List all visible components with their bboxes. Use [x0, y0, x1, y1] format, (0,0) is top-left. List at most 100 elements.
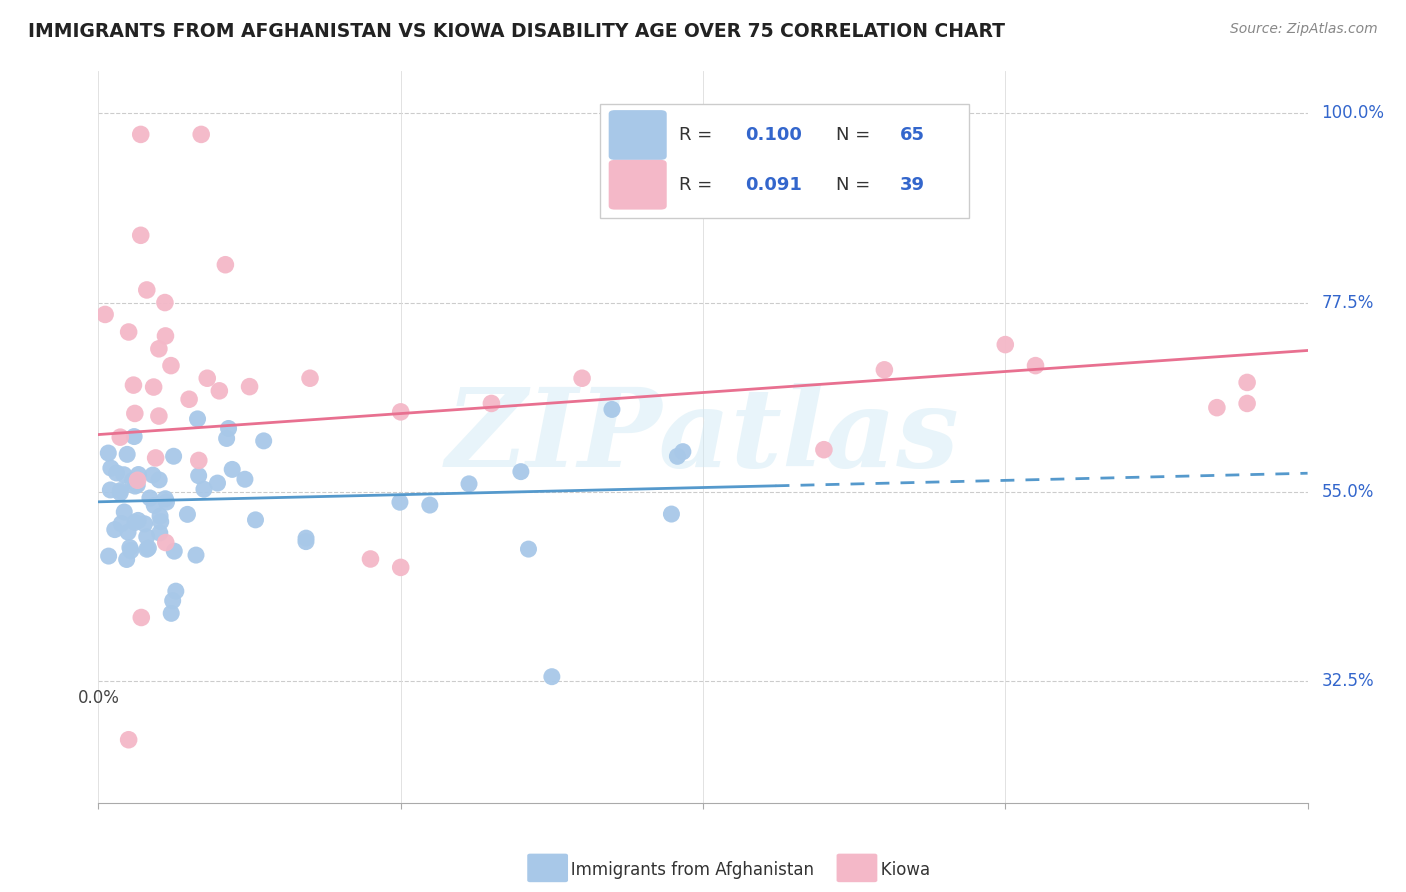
Text: N =: N = — [837, 176, 876, 194]
Point — [94, 308, 117, 322]
Point — [118, 732, 141, 747]
Point — [139, 491, 162, 505]
Text: IMMIGRANTS FROM AFGHANISTAN VS KIOWA DISABILITY AGE OVER 75 CORRELATION CHART: IMMIGRANTS FROM AFGHANISTAN VS KIOWA DIS… — [28, 22, 1005, 41]
Text: 0.0%: 0.0% — [77, 690, 120, 707]
Point — [129, 610, 152, 624]
Point — [143, 499, 166, 513]
Point — [148, 409, 170, 423]
Point — [149, 509, 172, 524]
Point — [97, 549, 120, 563]
Point — [187, 453, 209, 467]
Point — [135, 530, 157, 544]
Point — [122, 429, 145, 443]
Point — [1236, 376, 1258, 390]
Point — [509, 465, 531, 479]
Point — [148, 342, 170, 356]
Text: ZIPatlas: ZIPatlas — [446, 384, 960, 491]
Point — [186, 412, 208, 426]
Point — [155, 495, 177, 509]
Point — [221, 462, 243, 476]
Point — [1236, 396, 1258, 410]
Text: 0.100: 0.100 — [745, 126, 803, 144]
Point — [360, 552, 382, 566]
Point — [112, 505, 135, 519]
Point — [571, 371, 593, 385]
Point — [122, 378, 145, 392]
Text: 32.5%: 32.5% — [1322, 672, 1374, 690]
Point — [458, 476, 481, 491]
Point — [190, 128, 212, 142]
Text: R =: R = — [679, 176, 718, 194]
Point — [105, 466, 128, 480]
Point — [138, 541, 160, 555]
Point — [148, 473, 170, 487]
Point — [388, 495, 411, 509]
Point — [112, 467, 135, 482]
Point — [207, 476, 229, 491]
Point — [208, 384, 231, 398]
FancyBboxPatch shape — [600, 104, 969, 218]
Point — [160, 607, 183, 621]
Point — [124, 407, 146, 421]
Point — [295, 531, 318, 545]
Point — [245, 513, 267, 527]
Point — [100, 461, 122, 475]
Point — [120, 543, 142, 558]
Point — [155, 535, 177, 549]
Point — [118, 541, 141, 555]
Point — [162, 593, 184, 607]
Point — [666, 450, 689, 464]
Text: 100.0%: 100.0% — [1322, 104, 1385, 122]
Text: 55.0%: 55.0% — [1322, 483, 1374, 500]
Point — [295, 534, 318, 549]
Point — [124, 516, 146, 530]
Point — [661, 507, 683, 521]
Point — [193, 482, 215, 496]
Point — [176, 508, 198, 522]
Text: 0.091: 0.091 — [745, 176, 803, 194]
Point — [239, 379, 262, 393]
Point — [540, 670, 562, 684]
Point — [121, 474, 143, 488]
Point — [129, 128, 152, 142]
Point — [233, 472, 256, 486]
Point — [165, 584, 187, 599]
Point — [127, 467, 149, 482]
Point — [672, 444, 695, 458]
Point — [145, 450, 167, 465]
Point — [110, 516, 132, 531]
Point — [134, 516, 156, 531]
Point — [110, 430, 132, 444]
Point — [127, 513, 149, 527]
Point — [155, 491, 177, 506]
Point — [97, 446, 120, 460]
Text: Kiowa: Kiowa — [844, 861, 929, 879]
Point — [419, 498, 441, 512]
Text: R =: R = — [679, 126, 718, 144]
Point — [149, 515, 172, 529]
Point — [215, 432, 238, 446]
Text: Immigrants from Afghanistan: Immigrants from Afghanistan — [534, 861, 814, 879]
Text: N =: N = — [837, 126, 876, 144]
Point — [117, 525, 139, 540]
Point — [253, 434, 276, 448]
Text: 65: 65 — [900, 126, 925, 144]
Point — [100, 483, 122, 497]
Text: Source: ZipAtlas.com: Source: ZipAtlas.com — [1230, 22, 1378, 37]
Point — [162, 449, 184, 463]
Point — [160, 359, 183, 373]
Point — [873, 363, 896, 377]
Point — [299, 371, 322, 385]
Point — [517, 542, 540, 557]
Point — [127, 473, 149, 487]
Point — [124, 479, 146, 493]
Point — [129, 228, 152, 243]
Point — [115, 447, 138, 461]
Point — [195, 371, 218, 385]
Point — [155, 329, 177, 343]
Point — [218, 421, 240, 435]
Point — [142, 380, 165, 394]
Point — [163, 544, 186, 558]
Point — [813, 442, 835, 457]
Point — [184, 548, 207, 562]
